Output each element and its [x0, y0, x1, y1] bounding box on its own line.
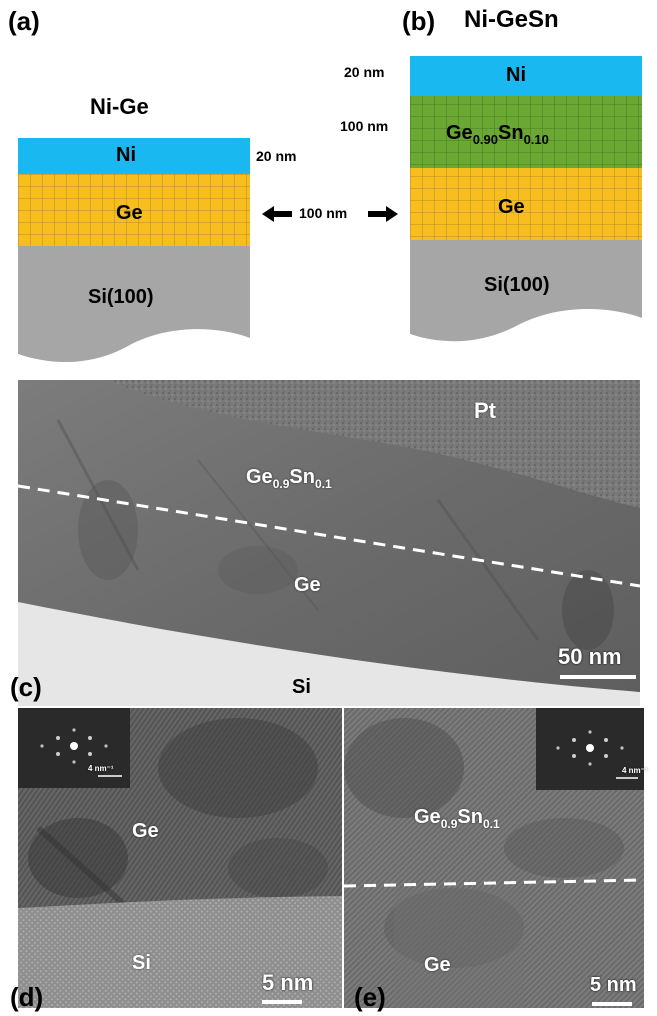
scale-bar-e	[592, 1002, 632, 1006]
gesn-main-c: Ge	[246, 466, 273, 488]
ni-thickness-a: 20 nm	[256, 148, 297, 164]
gesn-thickness-b: 100 nm	[340, 118, 389, 134]
si-label-c: Si	[292, 676, 311, 698]
panel-b-label: (b)	[402, 6, 436, 36]
si-label-d: Si	[132, 952, 151, 974]
panel-a-label: (a)	[8, 6, 40, 36]
scale-label-e: 5 nm	[590, 974, 637, 996]
gesn-mid-b: Sn	[498, 122, 524, 144]
gesn-mid-e: Sn	[457, 806, 483, 828]
gesn-label-e: Ge0.9Sn0.1	[414, 806, 500, 831]
panel-b-stack	[410, 56, 642, 342]
panel-d-label: (d)	[10, 982, 44, 1012]
panel-d-hrtem-image	[18, 708, 342, 1008]
si-label-a: Si(100)	[88, 286, 154, 308]
gesn-mid-c: Sn	[289, 466, 315, 488]
si-region-c	[18, 602, 640, 706]
scale-bar-d	[262, 1000, 302, 1004]
panel-a-title: Ni-Ge	[90, 94, 149, 119]
si-region-d	[18, 896, 342, 1008]
gesn-ge-interface-e	[344, 878, 644, 888]
si-substrate-b	[410, 240, 642, 342]
fft-scale-e: 4 nm⁻¹	[622, 766, 648, 775]
si-label-b: Si(100)	[484, 274, 550, 296]
scale-bar-c	[560, 675, 636, 679]
panel-a-stack	[18, 138, 250, 363]
panel-c-label: (c)	[10, 672, 42, 702]
gesn-sub1-c: 0.9	[272, 477, 290, 491]
panel-b-title: Ni-GeSn	[464, 6, 559, 33]
gesn-label-b: Ge0.90Sn0.10	[446, 122, 549, 147]
gesn-sub2-b: 0.10	[523, 132, 549, 147]
fft-scale-d: 4 nm⁻¹	[88, 764, 114, 773]
scale-label-d: 5 nm	[262, 970, 314, 995]
ni-label-b: Ni	[506, 64, 526, 86]
ge-label-b: Ge	[498, 196, 525, 218]
ni-thickness-b: 20 nm	[344, 64, 385, 80]
gesn-sub1-b: 0.90	[472, 132, 498, 147]
arrow-thickness-label: 100 nm	[299, 205, 348, 221]
gesn-label-c: Ge0.9Sn0.1	[246, 466, 332, 491]
ge-label-e: Ge	[424, 954, 451, 976]
scale-label-c: 50 nm	[558, 644, 622, 669]
gesn-sub2-e: 0.1	[482, 817, 500, 831]
ni-layer-a	[18, 138, 250, 174]
ni-label-a: Ni	[116, 144, 136, 166]
pt-region	[108, 380, 640, 508]
gesn-main-b: Ge	[446, 122, 473, 144]
ge-label-a: Ge	[116, 202, 143, 224]
gesn-sub1-e: 0.9	[440, 817, 458, 831]
gesn-sub2-c: 0.1	[314, 477, 332, 491]
pt-label: Pt	[474, 398, 496, 423]
gesn-main-e: Ge	[414, 806, 441, 828]
gesn-ge-interface-c	[18, 484, 640, 588]
double-arrow-icon	[262, 206, 398, 222]
si-substrate-a	[18, 246, 250, 363]
ni-layer-b	[410, 56, 642, 96]
panel-e-label: (e)	[354, 982, 386, 1012]
ge-label-c: Ge	[294, 574, 321, 596]
panel-c-tem-image	[18, 380, 640, 706]
panel-e-hrtem-image	[344, 708, 644, 1008]
ge-label-d: Ge	[132, 820, 159, 842]
